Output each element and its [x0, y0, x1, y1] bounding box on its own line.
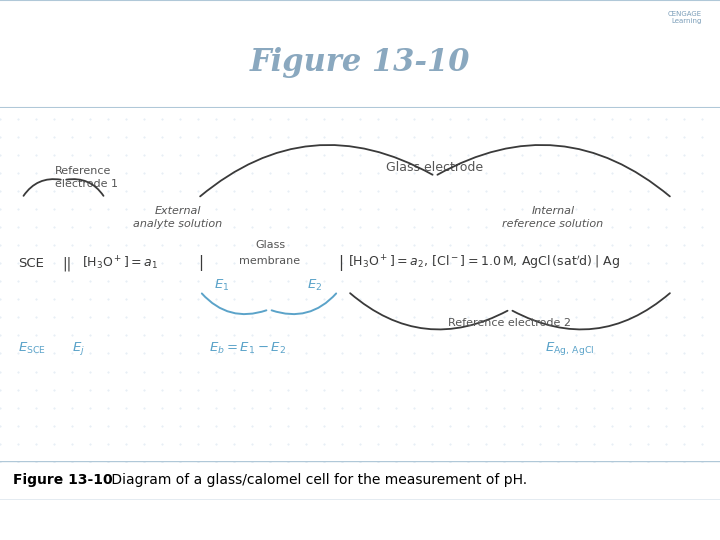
Text: Reference electrode 2: Reference electrode 2	[449, 319, 572, 328]
Text: Glass electrode: Glass electrode	[387, 161, 484, 174]
Text: Glass: Glass	[255, 240, 285, 250]
Text: $E_b = E_1 - E_2$: $E_b = E_1 - E_2$	[210, 341, 287, 356]
Text: CENGAGE
Learning: CENGAGE Learning	[668, 11, 702, 24]
Text: Diagram of a glass/calomel cell for the measurement of pH.: Diagram of a glass/calomel cell for the …	[107, 473, 527, 487]
Text: Figure 13-10: Figure 13-10	[13, 473, 112, 487]
Text: |: |	[198, 255, 203, 271]
Text: |: |	[338, 255, 343, 271]
Text: $E_j$: $E_j$	[72, 340, 85, 357]
Text: External
analyte solution: External analyte solution	[133, 206, 222, 230]
Text: Internal
reference solution: Internal reference solution	[503, 206, 603, 230]
Text: $E_{\mathrm{Ag,\,AgCl}}$: $E_{\mathrm{Ag,\,AgCl}}$	[545, 340, 595, 357]
Text: $[\mathrm{H_3O^+}] = a_2,\,[\mathrm{Cl^-}] = 1.0\,\mathrm{M},\,\mathrm{AgCl\,(sa: $[\mathrm{H_3O^+}] = a_2,\,[\mathrm{Cl^-…	[348, 254, 620, 273]
Text: $E_1$: $E_1$	[215, 278, 230, 293]
Text: $E_2$: $E_2$	[307, 278, 323, 293]
Text: 13-18: 13-18	[13, 513, 49, 526]
Text: ||: ||	[62, 256, 71, 271]
Text: Reference
electrode 1: Reference electrode 1	[55, 166, 118, 190]
Text: $E_{\mathrm{SCE}}$: $E_{\mathrm{SCE}}$	[18, 341, 46, 356]
Text: Copyright © 2011 Cengage Learning: Copyright © 2011 Cengage Learning	[476, 513, 707, 526]
Text: $[\mathrm{H_3O^+}] = a_1$: $[\mathrm{H_3O^+}] = a_1$	[82, 254, 158, 272]
Text: membrane: membrane	[240, 256, 300, 266]
Text: Figure 13-10: Figure 13-10	[250, 47, 470, 78]
Text: SCE: SCE	[18, 257, 44, 270]
